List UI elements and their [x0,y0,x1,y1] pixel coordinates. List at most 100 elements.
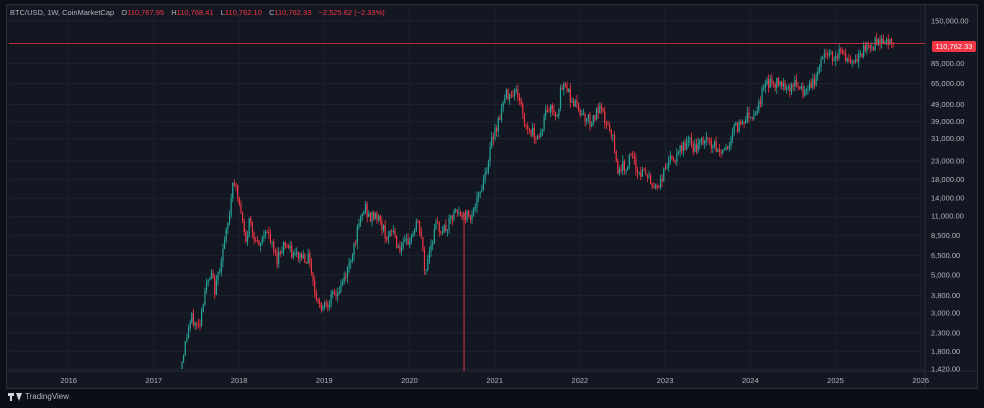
candle-body [260,242,262,246]
candle-body [315,292,317,300]
candle-body [186,337,188,342]
candle-body [368,213,370,217]
candle-body [561,88,563,90]
y-tick-label: 18,000.00 [931,175,964,184]
high-value: 110,768.41 [176,8,214,17]
candle-body [543,115,545,130]
candle-body [189,322,191,329]
candle-body [848,58,850,62]
candle-body [223,239,226,249]
candle-body [681,145,683,152]
candle-body [369,213,372,222]
candle-body [677,152,680,154]
candle-body [648,175,650,178]
candle-body [789,86,791,92]
candle-body [248,218,250,237]
candle-body [242,213,244,221]
candle-body [230,197,232,216]
candle-body [892,42,894,44]
candle-body [669,156,671,161]
candle-body [422,237,424,251]
candle-body [817,71,819,77]
candle-body [794,79,796,87]
candle-body [527,125,529,130]
candle-body [622,160,624,171]
candle-body [471,214,473,220]
candle-body [358,223,360,227]
candle-body [237,184,239,197]
y-tick-label: 31,000.00 [931,134,964,143]
candle-body [715,141,717,152]
candle-body [330,293,332,306]
candle-body [597,108,599,114]
x-tick-label: 2026 [912,376,929,385]
candle-body [325,302,327,305]
candle-body [718,149,721,152]
candle-body [684,142,686,150]
candle-body [763,87,765,89]
candle-body [225,228,227,240]
candle-body [341,281,344,285]
candle-body [582,113,585,115]
candle-body [443,224,445,232]
candle-body [687,139,689,143]
candle-body [396,235,398,248]
candle-body [228,215,231,224]
chart-plot-area[interactable]: 150,000.00 85,000.00 65,000.00 49,000.00 39,… [6,4,978,389]
candle-body [338,291,340,294]
candle-body [499,117,501,120]
candle-body [437,222,439,224]
candle-body [694,144,696,152]
candle-body [276,252,278,265]
candle-body [233,183,236,185]
candle-body [491,136,493,148]
candle-body [209,278,211,281]
candle-body [640,172,642,177]
candle-body [749,117,752,119]
candle-body [356,226,358,244]
candle-body [717,149,719,152]
candle-body [627,166,629,171]
candle-body [305,262,308,264]
candle-body [866,44,868,51]
candle-body [274,250,276,253]
candle-body [289,245,291,249]
candle-body [805,89,807,91]
candle-body [772,82,775,84]
candle-body [599,105,601,114]
candlestick-chart[interactable]: 150,000.00 85,000.00 65,000.00 49,000.00 39,… [7,5,977,388]
legend-header: BTC/USD, 1W, CoinMarketCap O110,767.95 H… [10,8,385,17]
tradingview-branding[interactable]: TradingView [8,392,69,401]
candle-body [573,101,575,107]
candle-body [281,251,283,254]
candle-body [579,109,581,116]
candle-body [445,224,447,231]
candle-body [617,160,619,174]
candle-body [825,53,827,55]
candle-body [782,82,784,87]
candle-body [812,78,814,88]
candle-body [451,216,453,220]
candle-body [795,79,798,86]
candle-body [269,233,272,243]
candle-body [484,172,486,181]
symbol-label[interactable]: BTC/USD, 1W, CoinMarketCap [10,8,115,17]
candle-body [564,83,567,86]
candle-body [191,313,193,323]
candle-body [833,60,835,61]
candle-body [828,53,830,56]
close-label: C [268,8,275,17]
candle-body [736,122,739,132]
candle-body [335,294,337,297]
candle-body [378,215,380,220]
candle-body [781,81,783,87]
candle-body [730,138,732,147]
candle-body [187,328,190,338]
x-tick-label: 2016 [60,376,77,385]
candle-body [292,253,295,257]
candle-body [664,167,666,169]
x-tick-label: 2024 [742,376,759,385]
candle-body [679,145,681,153]
candle-body [455,209,457,211]
last-price-tag: 110,762.33 [932,41,976,52]
